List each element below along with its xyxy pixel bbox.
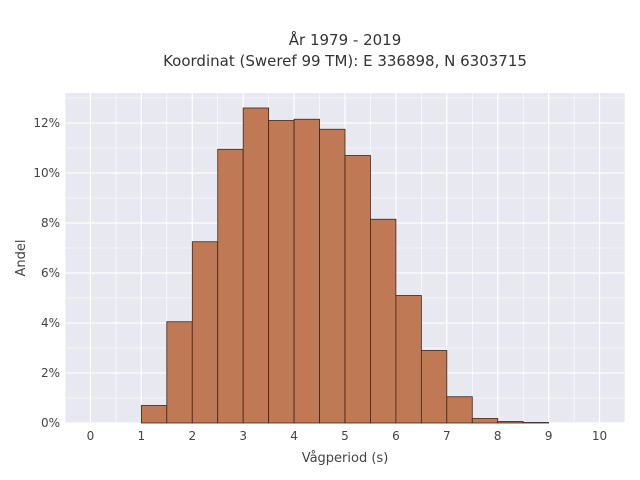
histogram-bar bbox=[344, 155, 371, 424]
x-tick-label: 5 bbox=[341, 429, 349, 443]
x-tick-label: 6 bbox=[392, 429, 400, 443]
y-tick-label: 4% bbox=[41, 316, 60, 330]
histogram-bar bbox=[420, 350, 448, 424]
x-tick-label: 3 bbox=[239, 429, 247, 443]
x-tick-label: 1 bbox=[138, 429, 146, 443]
y-tick-label: 12% bbox=[33, 116, 60, 130]
x-tick-label: 0 bbox=[87, 429, 95, 443]
histogram-bar bbox=[370, 218, 397, 424]
chart-title: År 1979 - 2019 bbox=[289, 30, 402, 49]
x-tick-label: 4 bbox=[290, 429, 298, 443]
y-tick-label: 10% bbox=[33, 166, 60, 180]
x-axis-ticks: 0 1 2 3 4 5 6 7 8 9 10 bbox=[87, 429, 608, 443]
y-tick-label: 6% bbox=[41, 266, 60, 280]
histogram-bar bbox=[446, 396, 473, 424]
histogram-bar bbox=[268, 120, 295, 424]
histogram-bar bbox=[166, 321, 193, 424]
x-axis-label: Vågperiod (s) bbox=[302, 451, 389, 466]
histogram-bar bbox=[140, 405, 168, 424]
histogram-bar bbox=[471, 418, 499, 424]
chart-subtitle: Koordinat (Sweref 99 TM): E 336898, N 63… bbox=[163, 52, 527, 70]
x-tick-label: 10 bbox=[592, 429, 607, 443]
histogram-bar bbox=[522, 422, 550, 424]
x-tick-label: 2 bbox=[188, 429, 196, 443]
histogram-bar bbox=[191, 241, 219, 424]
y-axis-label: Andel bbox=[14, 240, 29, 277]
histogram-bar bbox=[395, 295, 422, 424]
bars bbox=[140, 107, 550, 424]
x-tick-label: 7 bbox=[443, 429, 451, 443]
histogram-bar bbox=[319, 128, 346, 424]
y-axis-ticks: 0% 2% 4% 6% 8% 10% 12% bbox=[33, 116, 60, 430]
y-tick-label: 8% bbox=[41, 216, 60, 230]
x-tick-label: 9 bbox=[545, 429, 553, 443]
histogram-bar bbox=[217, 148, 244, 424]
histogram-bar bbox=[242, 107, 270, 424]
y-tick-label: 0% bbox=[41, 416, 60, 430]
x-tick-label: 8 bbox=[494, 429, 502, 443]
histogram-bar bbox=[293, 118, 320, 424]
histogram-bar bbox=[497, 421, 524, 424]
y-tick-label: 2% bbox=[41, 366, 60, 380]
